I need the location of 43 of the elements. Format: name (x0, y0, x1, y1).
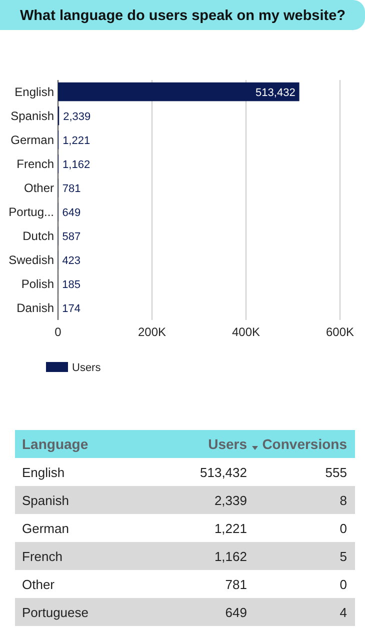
y-tick-label: French (16, 156, 54, 171)
data-label: 2,339 (63, 110, 91, 123)
y-tick-label: Dutch (22, 229, 54, 244)
x-tick-label: 0 (54, 325, 62, 339)
data-label: 2,339 (214, 493, 247, 508)
data-label: 1,221 (214, 521, 247, 536)
data-label: 174 (62, 303, 80, 316)
y-tick-label: German (10, 132, 54, 147)
data-label: 0 (340, 521, 347, 536)
y-tick-label: Other (24, 180, 54, 195)
data-label: 1,221 (62, 134, 90, 147)
x-tick-label: 600K (326, 325, 354, 339)
data-label: 513,432 (200, 465, 247, 480)
y-tick-label: Portug... (8, 205, 54, 220)
bar (58, 82, 300, 102)
y-tick-label: English (14, 84, 54, 99)
data-label: 5 (340, 549, 347, 564)
y-tick-label: Polish (21, 277, 54, 292)
data-label: 649 (225, 605, 247, 620)
data-label: 555 (325, 465, 347, 480)
y-tick-label: Swedish (8, 253, 54, 268)
data-label: 781 (62, 182, 81, 195)
data-label: 185 (62, 279, 80, 292)
y-tick-label: Spanish (10, 108, 54, 123)
data-label: 0 (340, 577, 347, 592)
chart-title: What language do users speak on my website? (20, 8, 346, 24)
data-label: 649 (62, 207, 81, 220)
text: Language (22, 436, 88, 452)
text: Users (208, 436, 248, 452)
legend-label: Conversions (262, 436, 348, 452)
category-label: Portuguese (22, 605, 88, 620)
data-label: 513,432 (256, 86, 296, 99)
data-label: 8 (340, 493, 347, 508)
x-tick-label: 200K (138, 325, 166, 339)
data-label: 423 (62, 255, 81, 268)
data-label: 4 (340, 605, 347, 620)
data-label: 587 (62, 231, 81, 244)
legend-label: Users (72, 362, 102, 374)
data-label: 781 (225, 577, 247, 592)
data-label: 1,162 (62, 158, 90, 171)
data-label: 1,162 (214, 549, 247, 564)
x-tick-label: 400K (232, 325, 260, 339)
y-tick-label: Danish (16, 301, 54, 316)
